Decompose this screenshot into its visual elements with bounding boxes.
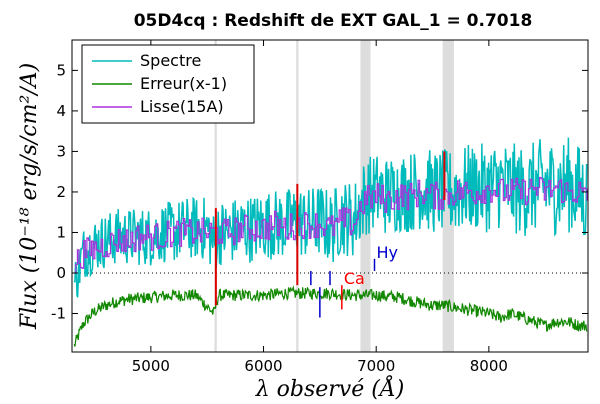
legend-label-erreur: Erreur(x-1)	[140, 74, 227, 93]
x-tick-label-6000: 6000	[244, 357, 282, 375]
x-tick-label-7000: 7000	[357, 357, 395, 375]
y-tick-label-1: 1	[56, 223, 66, 241]
series-layer	[72, 137, 588, 347]
axis-ticks: 5000 6000 7000 8000 -1 0 1 2 3 4 5	[51, 40, 588, 375]
series-line-erreur-x-1-	[73, 285, 588, 347]
y-tick-label--1: -1	[51, 305, 66, 323]
legend-label-lisse: Lisse(15A)	[140, 97, 224, 116]
shaded-band-0	[214, 40, 217, 352]
annotation-label-hy: Hy	[377, 243, 399, 262]
legend-label-spectre: Spectre	[140, 51, 201, 70]
series-line-spectre	[73, 137, 588, 298]
y-axis-label: Flux (10⁻¹⁸ erg/s/cm²/A)	[17, 63, 42, 330]
series-line-lisse-15a-	[74, 176, 588, 274]
plot-frame	[71, 39, 589, 353]
y-tick-label-4: 4	[56, 102, 66, 120]
y-tick-label-3: 3	[56, 142, 66, 160]
y-tick-label-0: 0	[56, 264, 66, 282]
x-tick-label-8000: 8000	[470, 357, 508, 375]
x-axis-label: λ observé (Å)	[255, 374, 405, 400]
y-tick-label-5: 5	[56, 61, 66, 79]
y-tick-label-2: 2	[56, 183, 66, 201]
chart-title: 05D4cq : Redshift de EXT GAL_1 = 0.7018	[134, 11, 533, 31]
line-markers: Hy Ca	[214, 151, 446, 318]
legend: Spectre Erreur(x-1) Lisse(15A)	[81, 44, 255, 124]
annotation-label-ca: Ca	[344, 269, 365, 288]
x-tick-label-5000: 5000	[132, 357, 170, 375]
